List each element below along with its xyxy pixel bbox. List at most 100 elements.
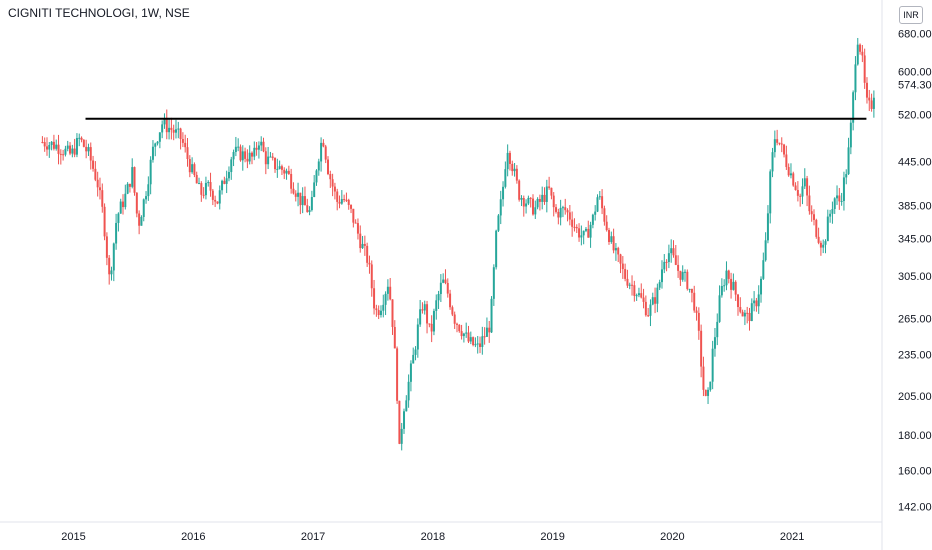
candle: [582, 230, 585, 245]
candle: [347, 198, 350, 210]
candle: [495, 229, 498, 270]
candle-body: [204, 182, 207, 196]
candle: [838, 187, 841, 210]
candle: [198, 177, 201, 185]
candle-body: [808, 195, 811, 212]
candle-body: [428, 323, 431, 325]
candle-body: [690, 288, 693, 293]
candle-body: [103, 206, 106, 237]
candle-body: [416, 324, 419, 350]
candle: [375, 304, 378, 317]
candle: [92, 155, 95, 172]
currency-badge[interactable]: INR: [899, 6, 923, 24]
candle-body: [573, 226, 576, 228]
candle: [778, 142, 781, 146]
candle: [161, 120, 164, 139]
candle: [594, 205, 597, 221]
candle: [591, 213, 594, 229]
candle-body: [174, 129, 177, 133]
candle-body: [294, 193, 297, 197]
candle: [757, 285, 760, 314]
candle-body: [723, 285, 726, 287]
candle-body: [230, 159, 233, 173]
candle: [806, 175, 809, 207]
candle-body: [352, 208, 355, 223]
candle: [865, 77, 868, 104]
candle: [727, 269, 730, 284]
candle: [78, 133, 81, 147]
candle-body: [66, 145, 69, 149]
candle-body: [856, 44, 859, 65]
y-tick-label: 305.00: [898, 271, 932, 283]
candle-body: [626, 278, 629, 286]
candle-body: [819, 242, 822, 248]
candle-body: [672, 248, 675, 256]
candle: [354, 219, 357, 224]
candle: [617, 246, 620, 263]
candle-body: [202, 194, 205, 196]
candle: [50, 141, 53, 151]
candle-body: [518, 180, 521, 200]
candle: [601, 189, 604, 215]
candle: [163, 113, 166, 129]
candle: [656, 283, 659, 313]
candle-body: [806, 178, 809, 196]
candle: [412, 347, 415, 364]
candle: [446, 278, 449, 298]
candle: [589, 221, 592, 248]
candle-body: [135, 192, 138, 214]
candle: [55, 139, 58, 151]
candle-body: [179, 128, 182, 140]
candle: [400, 422, 403, 451]
candle: [239, 144, 242, 162]
candle-body: [373, 288, 376, 309]
candle-body: [177, 128, 180, 130]
candle: [760, 276, 763, 303]
y-tick-label: 180.00: [898, 430, 932, 442]
candle: [455, 322, 458, 333]
candle: [250, 151, 253, 165]
candle: [108, 255, 111, 285]
candle: [451, 305, 454, 317]
candle-body: [543, 194, 546, 202]
price-axis[interactable]: 142.00 160.00 180.00 205.00 235.00 265.00 305.…: [898, 29, 932, 514]
candle: [186, 137, 189, 167]
candle-body: [46, 146, 49, 150]
candles-layer: [41, 37, 875, 451]
candle: [278, 160, 281, 170]
candle-body: [762, 260, 765, 279]
candle: [511, 160, 514, 176]
candle-body: [614, 248, 617, 251]
candle-body: [209, 182, 212, 191]
candle: [870, 93, 873, 112]
candle: [331, 173, 334, 197]
candle: [124, 184, 127, 210]
candle-body: [732, 281, 735, 290]
candle: [170, 117, 173, 140]
candle-body: [760, 278, 763, 295]
candle: [672, 240, 675, 258]
candle: [310, 190, 313, 212]
candle: [849, 118, 852, 155]
candle-body: [771, 152, 774, 172]
candle: [382, 294, 385, 318]
candle-body: [149, 159, 152, 185]
candle-body: [384, 293, 387, 305]
candle-body: [785, 154, 788, 168]
candle: [389, 278, 392, 301]
candle-body: [799, 195, 802, 197]
candle-body: [232, 152, 235, 160]
candle-body: [490, 298, 493, 333]
candle: [112, 242, 115, 282]
candle-body: [133, 167, 136, 193]
candle: [426, 300, 429, 334]
candle-body: [338, 201, 341, 204]
candle-body: [419, 309, 422, 325]
candle-body: [218, 190, 221, 204]
candle-body: [674, 255, 677, 265]
candle: [142, 198, 145, 222]
candle: [702, 356, 705, 397]
candle-body: [80, 137, 83, 140]
time-axis[interactable]: 2015 2016 2017 2018 2019 2020 2021: [61, 531, 804, 543]
candle: [115, 213, 118, 250]
